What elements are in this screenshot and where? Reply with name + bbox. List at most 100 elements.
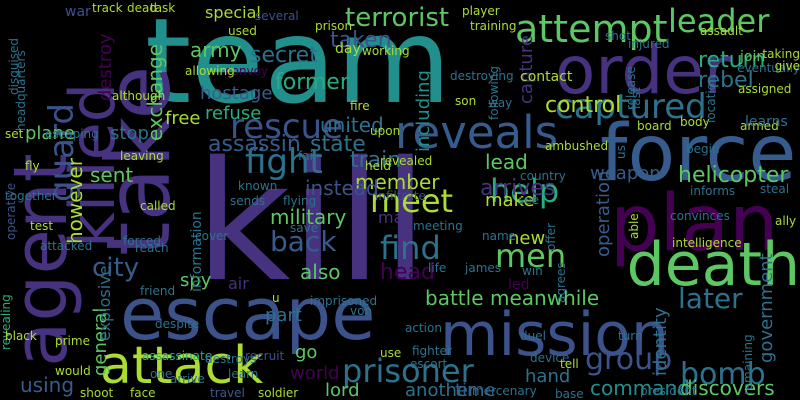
word-prisoner: prisoner [342, 352, 474, 390]
word-sent: sent [90, 163, 134, 187]
word-see: see [518, 193, 540, 207]
word-assassin: assassin [208, 132, 301, 157]
word-informs: informs [690, 184, 736, 198]
word-revealed: revealed [380, 154, 433, 168]
word-convoy: convoy [225, 64, 269, 78]
word-friend: friend [140, 284, 176, 298]
word-although: although [112, 89, 166, 103]
word-von: von [350, 304, 373, 318]
word-however: however [63, 158, 87, 244]
word-injured: injured [628, 37, 670, 51]
word-identity: identity [650, 307, 671, 377]
word-plane: plane [25, 123, 75, 144]
word-prison: prison [315, 19, 353, 33]
word-action: action [405, 321, 442, 335]
word-known: known [238, 179, 278, 193]
word-president: president [640, 384, 697, 398]
word-meeting: meeting [413, 219, 463, 233]
word-us: us [614, 145, 628, 160]
word-government: government [756, 253, 777, 363]
word-player: player [462, 4, 500, 18]
word-state: state [310, 132, 366, 157]
word-helicopter: helicopter [678, 163, 789, 188]
word-destroys: destroys [205, 352, 257, 366]
word-escape: escape [120, 272, 376, 356]
word-go: go [295, 342, 318, 363]
word-called: called [140, 199, 176, 213]
word-military: military [270, 205, 347, 229]
word-command: command [590, 376, 690, 400]
word-man: man [378, 208, 414, 227]
word-led: led [508, 277, 530, 293]
word-using: using [20, 373, 75, 397]
word-flying: flying [283, 194, 317, 208]
word-james: james [465, 261, 502, 275]
word-save: save [290, 221, 319, 235]
word-escort: escort [410, 357, 448, 371]
word-eventually: eventually [737, 61, 800, 75]
word-steal: steal [760, 182, 790, 196]
word-information: information [189, 211, 205, 293]
word-also: also [300, 260, 341, 284]
word-plan: plan [610, 179, 779, 269]
word-working: working [362, 44, 410, 58]
word-find: find [380, 229, 441, 267]
word-stop: stop [110, 123, 149, 144]
word-city: city [92, 253, 140, 283]
word-join: join [740, 49, 766, 65]
word-fight: fight [245, 142, 323, 182]
word-meanwhile: meanwhile [490, 286, 600, 310]
word-hand: hand [525, 366, 571, 387]
word-world: world [290, 363, 340, 384]
word-convinces: convinces [670, 209, 730, 223]
word-meet: meet [370, 182, 454, 220]
word-member: member [355, 170, 440, 194]
word-several: several [255, 9, 299, 23]
word-contact: contact [520, 69, 573, 85]
word-army: army [190, 38, 242, 62]
word-imprisoned: imprisoned [310, 294, 378, 308]
word-leaving: leaving [120, 149, 164, 163]
word-spy: spy [180, 270, 212, 291]
word-way: way [488, 96, 513, 110]
word-head: head [380, 260, 435, 285]
word-agrees: agrees [554, 262, 568, 304]
word-taken: taken [330, 28, 392, 53]
word-escaping: escaping [45, 127, 99, 141]
word-son: son [455, 94, 477, 108]
word-learn: learn [228, 367, 259, 381]
word-help: help [490, 172, 560, 210]
word-war: war [65, 4, 91, 20]
word-battle: battle [425, 286, 484, 310]
word-assigned: assigned [738, 82, 792, 96]
word-part: part [265, 305, 302, 326]
word-one: one [150, 367, 173, 381]
word-track: track [92, 1, 123, 15]
word-bomb: bomb [680, 357, 766, 392]
word-soldier: soldier [258, 386, 299, 400]
word-weapon: weapon [590, 163, 661, 184]
word-training: training [470, 19, 517, 33]
word-new: new [508, 228, 546, 249]
word-offer: offer [544, 223, 558, 251]
word-free: free [165, 108, 201, 129]
word-refuse: refuse [205, 103, 262, 124]
word-mercenary: mercenary [472, 384, 537, 398]
word-terrorist: terrorist [345, 3, 450, 33]
word-hostage: hostage [200, 83, 273, 104]
word-set: set [5, 127, 24, 141]
word-discovers: discovers [680, 376, 775, 400]
word-day: day [335, 41, 361, 57]
word-instead: instead [305, 176, 379, 200]
word-explosive: explosive [95, 265, 114, 342]
word-lord: lord [325, 380, 360, 400]
word-control: control [545, 93, 622, 118]
word-used: used [228, 24, 257, 38]
word-duel: duel [520, 329, 546, 343]
word-recruit: recruit [245, 349, 285, 363]
word-attempt: attempt [515, 7, 668, 51]
word-taking: taking [762, 47, 800, 61]
word-last: last [629, 87, 643, 109]
word-test: test [30, 219, 54, 233]
